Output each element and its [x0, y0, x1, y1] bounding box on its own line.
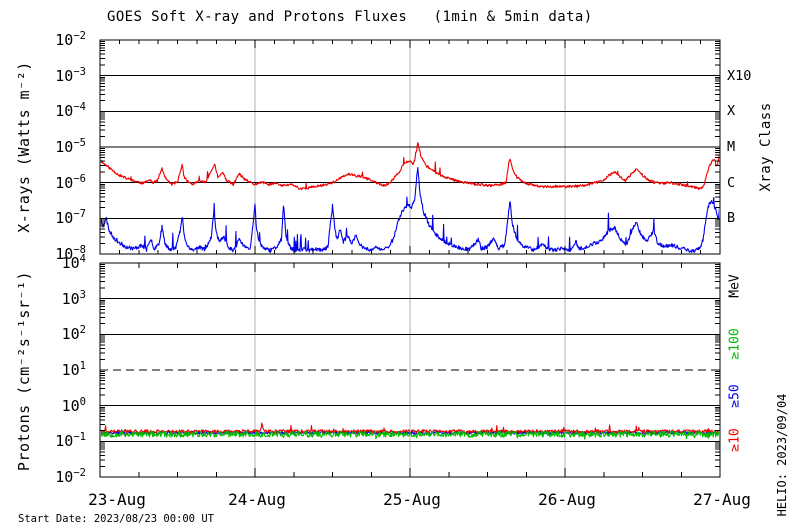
- y-tick-label: 10−5: [55, 137, 86, 156]
- xray-class-tick-label: M: [727, 139, 736, 155]
- xray-class-tick-label: X: [727, 103, 736, 120]
- x-tick-label: 27-Aug: [693, 490, 751, 509]
- xray-class-tick-label: C: [727, 174, 736, 191]
- xray-axis-label: X-rays (Watts m⁻²): [15, 61, 33, 233]
- y-tick-label: 10−2: [55, 30, 86, 49]
- y-tick-label: 10−1: [55, 431, 86, 451]
- y-tick-label: 10−3: [55, 65, 86, 85]
- y-tick-label: 10−4: [55, 101, 86, 121]
- helio-watermark: HELIO: 2023/09/04: [775, 393, 789, 517]
- x-tick-label: 25-Aug: [383, 490, 441, 509]
- proton-energy-label: ≥50: [727, 384, 743, 408]
- chart-title: GOES Soft X-ray and Protons Fluxes (1min…: [107, 9, 593, 25]
- xray-class-tick-label: B: [727, 210, 736, 227]
- y-tick-label: 102: [61, 324, 86, 344]
- y-tick-label: 100: [61, 395, 86, 415]
- start-date-label: Start Date: 2023/08/23 00:00 UT: [18, 513, 214, 525]
- proton-energy-label: ≥10: [727, 427, 743, 452]
- y-tick-label: 103: [61, 288, 86, 308]
- proton-energy-label: ≥100: [727, 328, 743, 360]
- x-tick-label: 24-Aug: [228, 490, 286, 509]
- proton-axis-label: Protons (cm⁻²s⁻¹sr⁻¹): [15, 270, 33, 472]
- proton-energy-label: MeV: [727, 274, 743, 298]
- x-tick-label: 26-Aug: [538, 490, 596, 509]
- xray-class-tick-label: X10: [727, 67, 752, 84]
- y-tick-label: 10−2: [55, 467, 86, 486]
- y-tick-label: 10−7: [55, 208, 86, 228]
- y-tick-label: 10−8: [55, 244, 86, 263]
- x-tick-label: 23-Aug: [88, 490, 146, 509]
- y-tick-label: 101: [61, 360, 86, 379]
- xray-class-axis-label: Xray Class: [758, 102, 774, 192]
- y-tick-label: 104: [61, 253, 86, 272]
- y-tick-label: 10−6: [55, 172, 86, 192]
